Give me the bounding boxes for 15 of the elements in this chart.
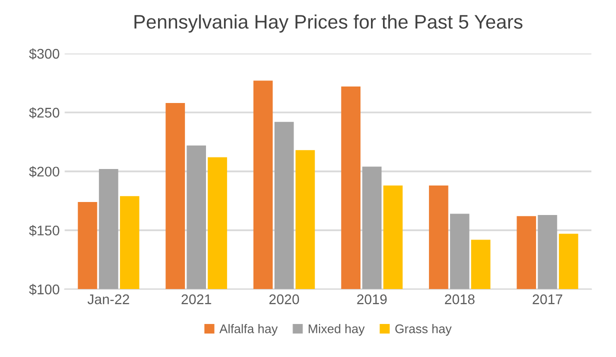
- x-tick-label: Jan-22: [88, 294, 130, 304]
- legend-label: Mixed hay: [308, 324, 365, 336]
- y-tick-label: $100: [29, 284, 60, 296]
- y-tick-label: $150: [29, 225, 60, 236]
- x-tick-label: 2020: [269, 294, 300, 304]
- y-tick-label: $250: [29, 107, 60, 118]
- legend-label: Grass hay: [395, 324, 452, 336]
- chart-title: Pennsylvania Hay Prices for the Past 5 Years: [134, 14, 522, 33]
- y-tick-label: $300: [29, 48, 60, 60]
- x-tick-label: 2019: [357, 294, 387, 304]
- legend-label: Alfalfa hay: [219, 324, 278, 336]
- y-tick-label: $200: [29, 166, 60, 178]
- x-tick-label: 2018: [444, 294, 475, 304]
- x-tick-label: 2021: [182, 294, 212, 304]
- x-tick-label: 2017: [532, 294, 562, 304]
